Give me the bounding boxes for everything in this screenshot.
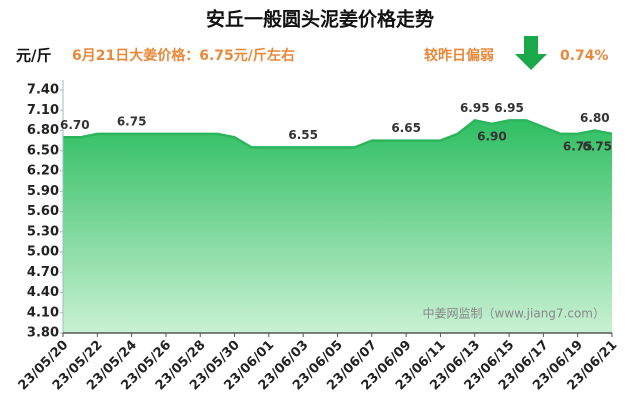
y-tick-label: 6.50 [27,143,59,158]
y-tick-label: 5.90 [27,184,59,199]
data-label: 6.70 [60,118,90,132]
area [63,120,612,334]
data-label: 6.75 [117,114,147,128]
y-tick-label: 6.80 [27,123,59,138]
y-tick-label: 6.20 [27,164,59,179]
change-text: 较昨日偏弱 [424,47,494,64]
data-label: 6.95 [494,101,524,115]
watermark: 中姜网监制（www.jiang7.com） [423,306,605,321]
data-label: 6.75 [582,139,612,153]
data-label: 6.95 [460,101,490,115]
data-label: 6.80 [580,111,610,125]
y-axis-label: 元/斤 [16,47,51,65]
y-tick-label: 4.10 [27,305,59,320]
y-tick-label: 3.80 [27,326,59,341]
y-tick-label: 7.40 [27,83,59,98]
line [63,119,613,149]
y-tick-label: 4.40 [27,285,59,300]
y-tick-label: 4.70 [27,265,59,280]
down-arrow [515,36,547,70]
y-tick-label: 5.30 [27,224,59,239]
subtitle: 6月21日大姜价格：6.75元/斤左右 [72,47,295,64]
data-label: 6.55 [288,128,318,142]
change-value: 0.74% [560,48,609,64]
y-tick-label: 5.60 [27,204,59,219]
y-tick-label: 5.00 [27,245,59,260]
chart-title: 安丘一般圆头泥姜价格走势 [206,8,434,31]
data-label: 6.65 [391,121,421,135]
data-label: 6.90 [477,129,507,143]
data-label: 6.75 [563,139,593,153]
y-tick-label: 7.10 [27,103,59,118]
